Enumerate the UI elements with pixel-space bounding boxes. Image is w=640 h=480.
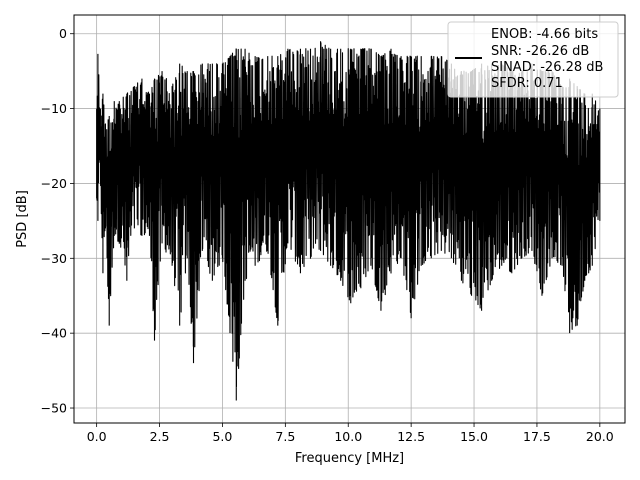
x-tick-label: 7.5: [275, 429, 295, 444]
x-tick-label: 10.0: [334, 429, 362, 444]
x-tick-label: 20.0: [586, 429, 614, 444]
y-tick-label: 0: [59, 26, 67, 41]
x-tick-label: 15.0: [460, 429, 488, 444]
x-tick-label: 5.0: [212, 429, 232, 444]
y-tick-label: −10: [41, 101, 67, 116]
y-axis-ticks: 0 −10 −20 −30 −40 −50: [41, 26, 74, 416]
legend-line-snr: SNR: -26.26 dB: [491, 44, 589, 59]
x-tick-label: 0.0: [87, 429, 107, 444]
series-layer: [96, 41, 601, 401]
legend-line-enob: ENOB: -4.66 bits: [491, 27, 598, 42]
x-axis-label: Frequency [MHz]: [295, 451, 404, 466]
legend: ENOB: -4.66 bits SNR: -26.26 dB SINAD: -…: [447, 21, 619, 98]
y-axis-label: PSD [dB]: [15, 190, 30, 248]
legend-box: [447, 21, 619, 98]
psd-series-line: [96, 41, 601, 401]
legend-line-sfdr: SFDR: 0.71: [491, 76, 563, 91]
x-tick-label: 12.5: [397, 429, 425, 444]
y-tick-label: −40: [41, 326, 67, 341]
y-tick-label: −50: [41, 401, 67, 416]
legend-line-sinad: SINAD: -26.28 dB: [491, 60, 603, 75]
x-tick-label: 17.5: [523, 429, 551, 444]
y-tick-label: −30: [41, 251, 67, 266]
x-axis-ticks: 0.0 2.5 5.0 7.5 10.0 12.5 15.0 17.5 20.0: [87, 423, 614, 444]
plot-frame: [73, 14, 626, 424]
x-tick-label: 2.5: [150, 429, 170, 444]
y-tick-label: −20: [41, 176, 67, 191]
